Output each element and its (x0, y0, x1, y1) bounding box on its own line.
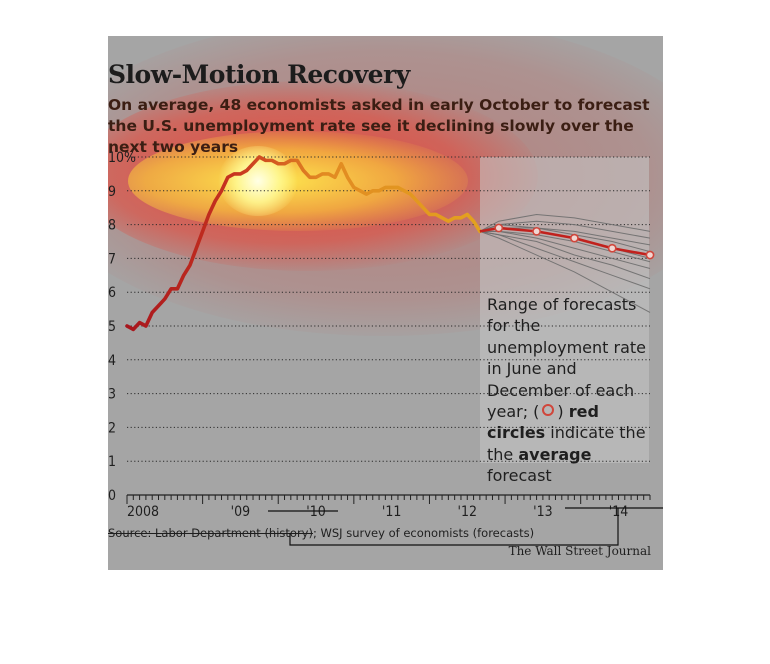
x-tick-label: '10 (306, 504, 325, 520)
y-tick-label: 1 (108, 454, 116, 470)
y-tick-label: 8 (108, 218, 116, 234)
x-tick-label: '11 (382, 504, 401, 520)
average-forecast-point (532, 226, 541, 236)
source-struck: Source: Labor Department (history) (108, 526, 313, 540)
chart-panel: Slow-Motion Recovery On average, 48 econ… (108, 36, 663, 570)
legend-text-3: indicate the the (487, 423, 646, 464)
y-tick-label: 7 (108, 251, 116, 267)
publisher-credit: The Wall Street Journal (508, 544, 651, 558)
chart-title: Slow-Motion Recovery (108, 60, 410, 89)
y-tick-label: 4 (108, 353, 116, 369)
average-forecast-series (479, 223, 655, 260)
forecast-note-box (480, 157, 649, 463)
x-tick-label: 2008 (127, 504, 159, 520)
forecast-range-line (479, 230, 651, 270)
legend-text-1: Range of forecasts for the unemployment … (487, 295, 646, 422)
x-tick-label: '13 (533, 504, 552, 520)
gridlines (127, 156, 650, 462)
history-line (125, 155, 482, 332)
y-tick-label: 6 (108, 285, 116, 301)
chart-subtitle: On average, 48 economists asked in early… (108, 96, 650, 156)
forecast-range-line (479, 230, 651, 313)
y-tick-label: 5 (108, 319, 116, 335)
y-tick-label: 3 (108, 387, 116, 403)
source-note: Source: Labor Department (history); WSJ … (108, 526, 534, 540)
forecast-legend-note: Range of forecasts for the unemployment … (487, 294, 657, 487)
y-tick-label: 9 (108, 184, 116, 200)
legend-bold-average: average (518, 444, 592, 464)
history-series (125, 155, 482, 332)
average-forecast-point (607, 243, 617, 253)
y-axis-ticks: 10% 9 8 7 6 5 4 3 2 1 0 (108, 150, 136, 504)
forecast-range-line (479, 230, 651, 290)
legend-bold-red-circles: red circles (487, 402, 599, 443)
legend-text-2: ) (557, 402, 569, 422)
average-forecast-point (645, 250, 655, 260)
x-tick-label: '09 (231, 504, 250, 520)
source-rest: ; WSJ survey of economists (forecasts) (312, 526, 535, 540)
x-tick-label: '14 (609, 504, 628, 520)
average-forecast-point (494, 223, 504, 233)
red-circle-icon (542, 404, 555, 417)
x-tick-label: '12 (458, 504, 477, 520)
y-tick-label: 10% (108, 150, 136, 166)
y-tick-label: 2 (108, 420, 116, 436)
forecast-range-line (479, 213, 651, 232)
y-tick-label: 0 (108, 488, 116, 504)
average-forecast-point (569, 233, 579, 243)
x-axis: 2008 '09 '10 '11 '12 '13 '14 (126, 494, 651, 520)
legend-text-4: forecast (487, 466, 552, 486)
